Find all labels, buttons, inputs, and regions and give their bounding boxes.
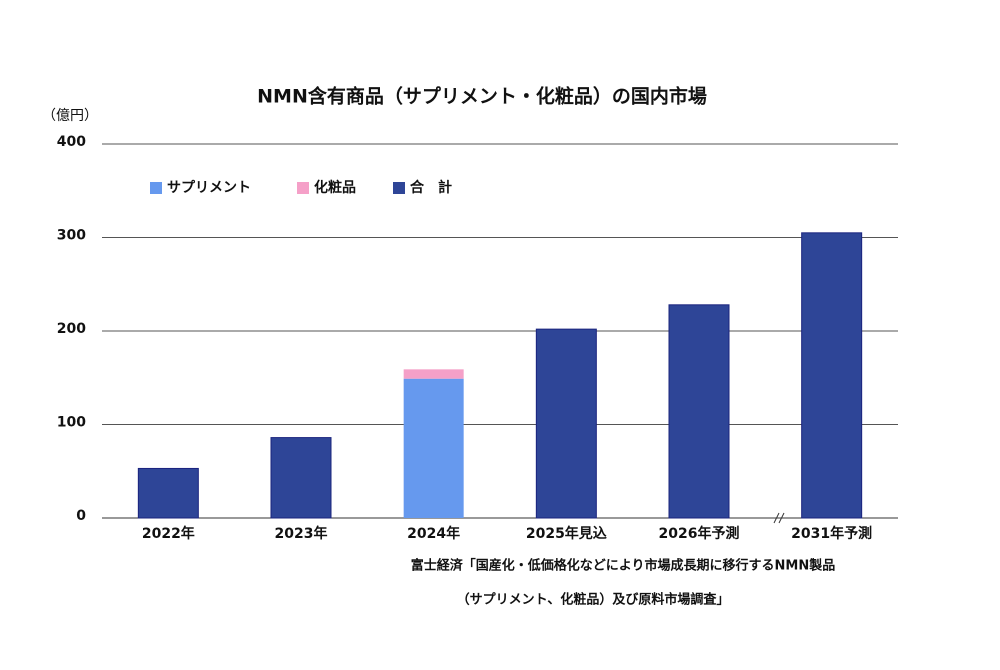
bar-segment: [403, 369, 464, 379]
y-unit: （億円）: [42, 108, 98, 124]
y-tick-label: 0: [76, 508, 86, 524]
x-tick-label: 2031年予測: [791, 525, 872, 542]
bar-segment: [535, 328, 597, 519]
y-tick-label: 300: [57, 228, 86, 244]
legend-swatch: [297, 182, 309, 194]
x-tick-label: 2023年: [275, 525, 328, 542]
bar-segment: [270, 437, 332, 519]
bar-segment: [668, 304, 730, 519]
legend-swatch: [150, 182, 162, 194]
legend-swatch: [393, 182, 405, 194]
source: （サプリメント、化粧品）及び原料市場調査」: [457, 592, 730, 608]
bar-segment: [403, 378, 464, 518]
legend-label: サプリメント: [167, 180, 251, 196]
legend-label: 化粧品: [314, 179, 356, 196]
x-tick-label: 2025年見込: [526, 525, 607, 542]
y-tick-label: 200: [57, 321, 86, 337]
y-tick-label: 400: [57, 134, 86, 150]
source: 富士経済「国産化・低価格化などにより市場成長期に移行するNMN製品: [411, 558, 835, 574]
y-tick-label: 100: [57, 415, 86, 431]
bar-segment: [137, 467, 199, 519]
x-tick-label: 2022年: [142, 525, 195, 542]
bar-segment: [801, 232, 863, 519]
x-tick-label: 2026年予測: [659, 525, 740, 542]
chart-title: NMN含有商品（サプリメント・化粧品）の国内市場: [257, 85, 707, 108]
legend-label: 合 計: [410, 179, 452, 196]
x-tick-label: 2024年: [407, 525, 460, 542]
